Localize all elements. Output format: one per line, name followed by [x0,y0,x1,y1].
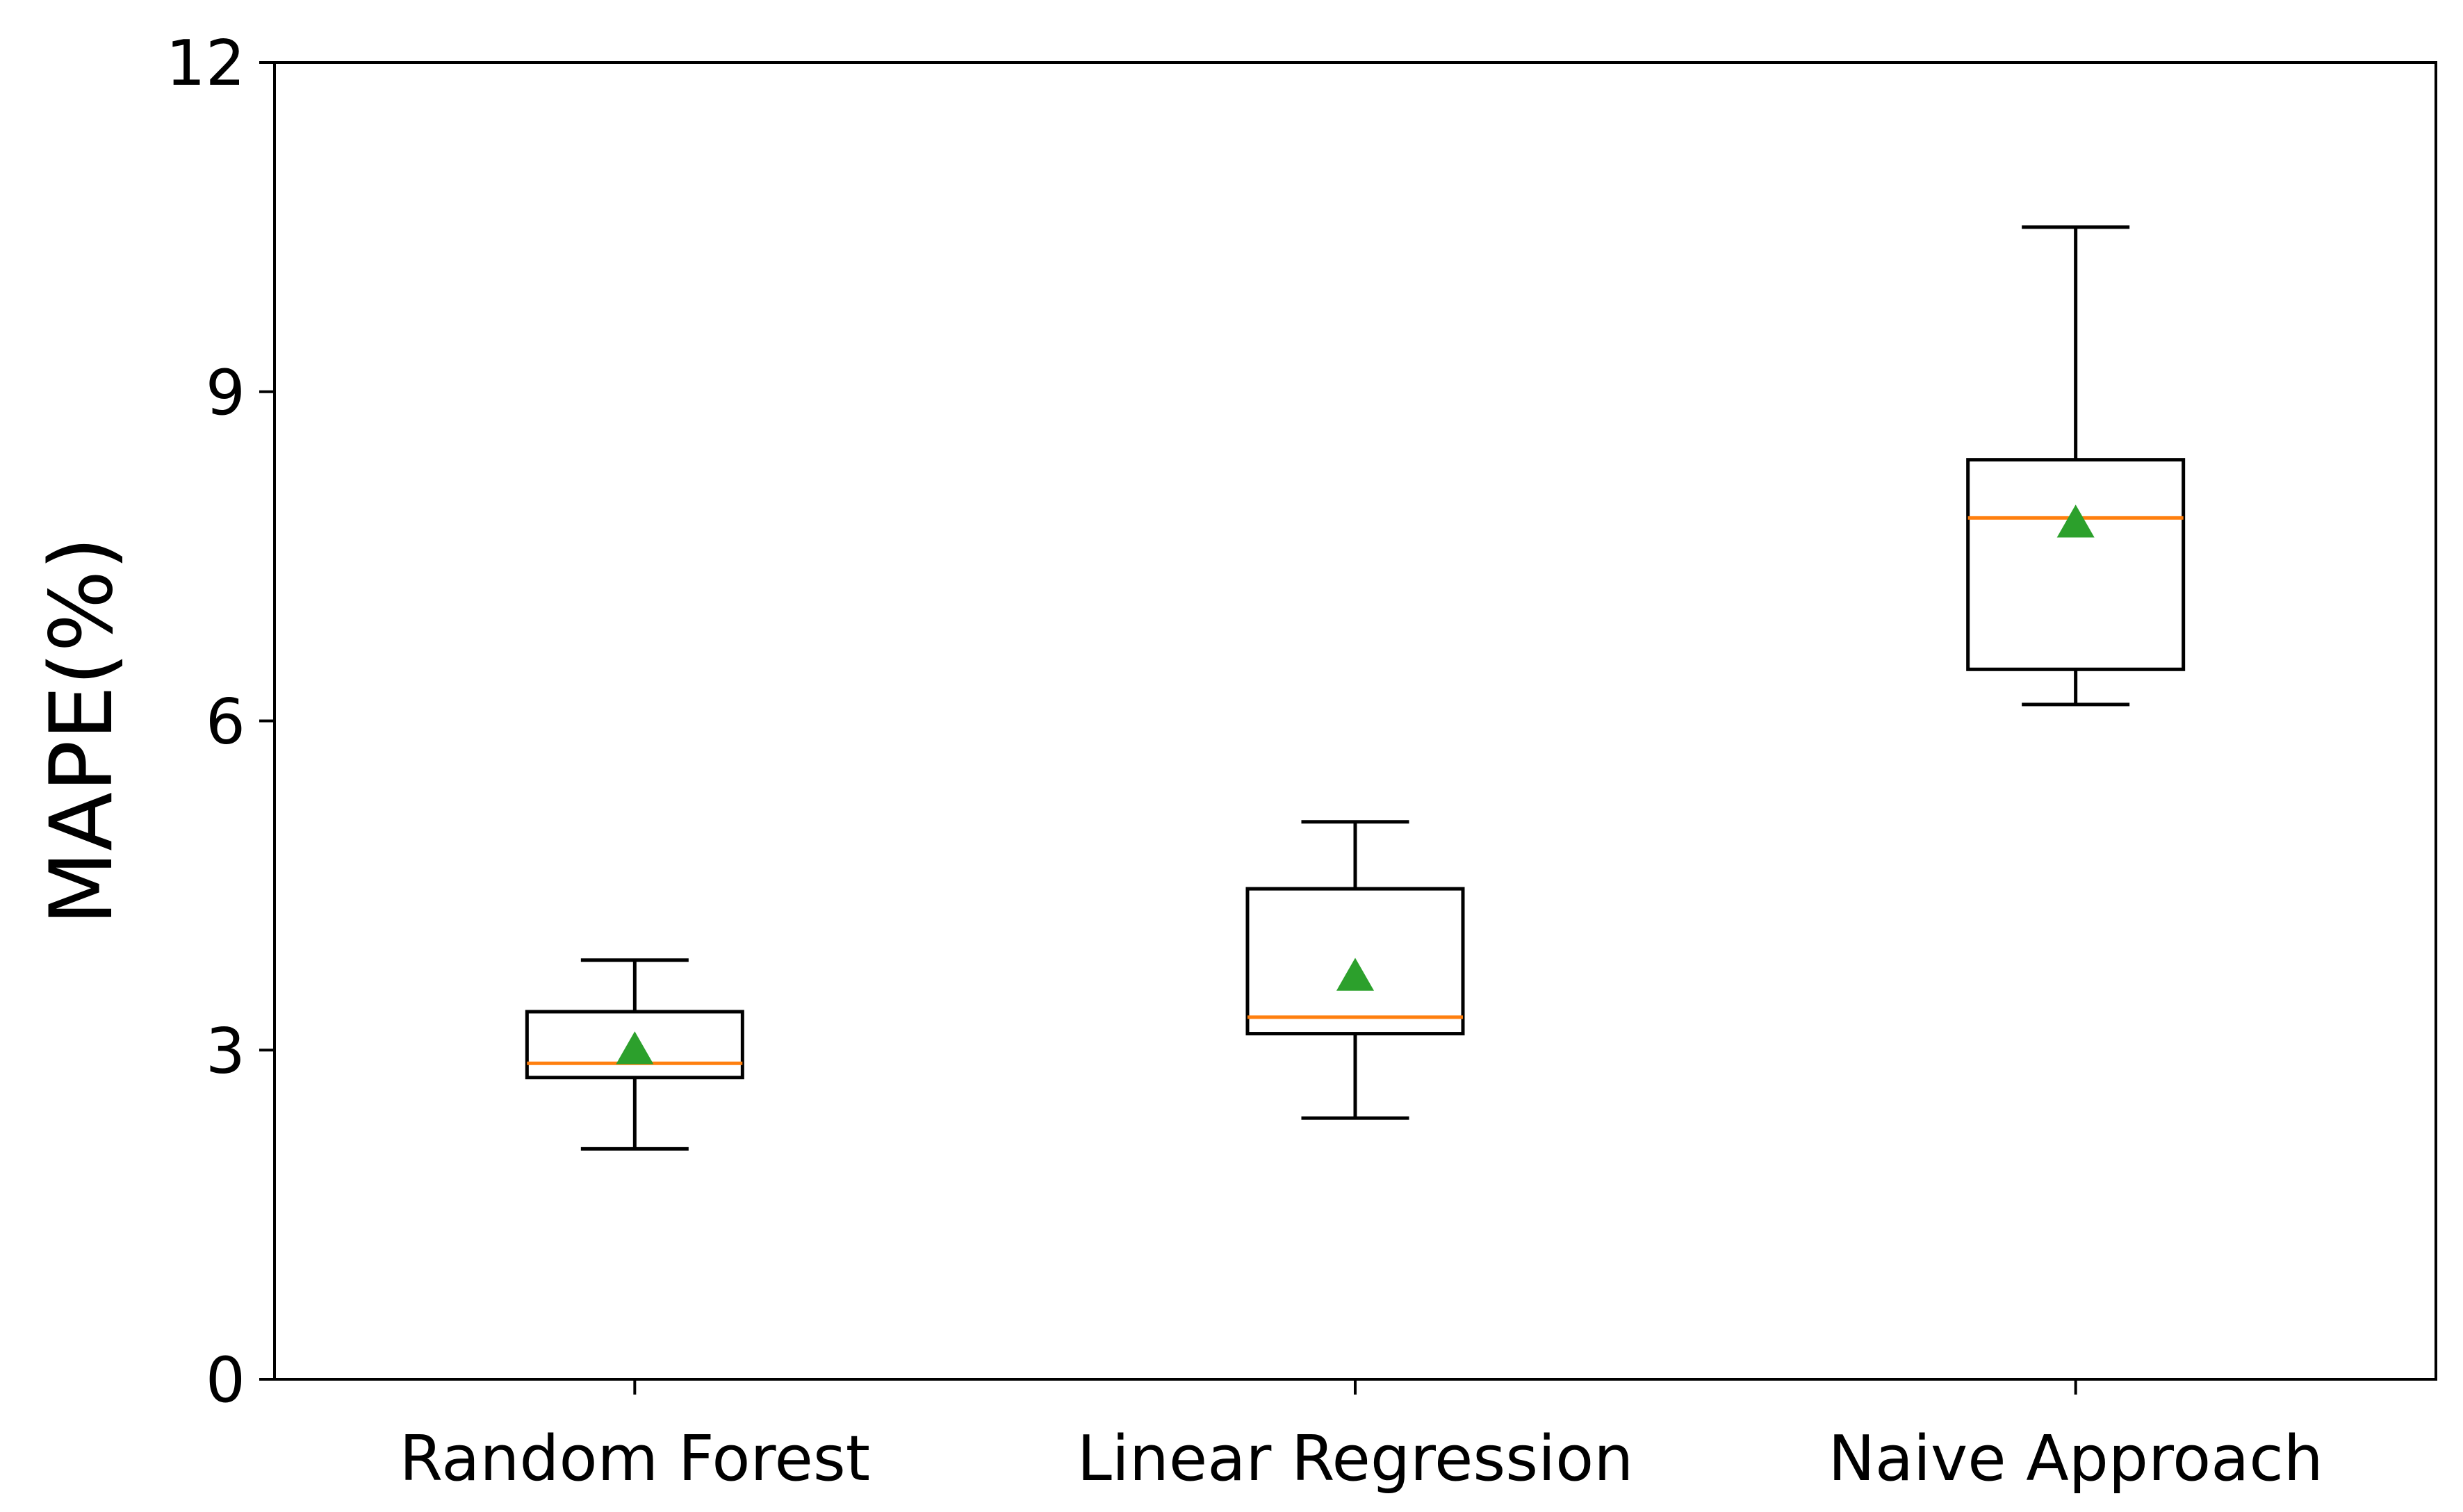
x-tick-label: Naive Approach [1828,1422,2323,1495]
y-tick-label: 12 [165,27,245,100]
mean-marker [616,1031,654,1065]
box [1966,458,2186,671]
x-tick-label: Linear Regression [1077,1422,1634,1495]
axis-ticks: 0 3 6 9 12 Random Forest Linear Regression Naiv… [165,27,2323,1495]
y-tick-label: 0 [206,1344,245,1417]
mean-marker [1336,958,1374,991]
y-axis-title: MAPE(%) [32,536,132,926]
axes-frame [273,61,2437,1381]
mean-marker [2056,504,2095,538]
box-group [1245,820,1465,1120]
y-tick-label: 9 [206,356,245,429]
box-group [525,958,744,1151]
box-group [1966,225,2186,707]
x-tick-label: Random Forest [400,1422,870,1495]
plot-area [273,61,2437,1381]
y-tick-label: 3 [206,1014,245,1087]
y-tick-label: 6 [206,686,245,759]
